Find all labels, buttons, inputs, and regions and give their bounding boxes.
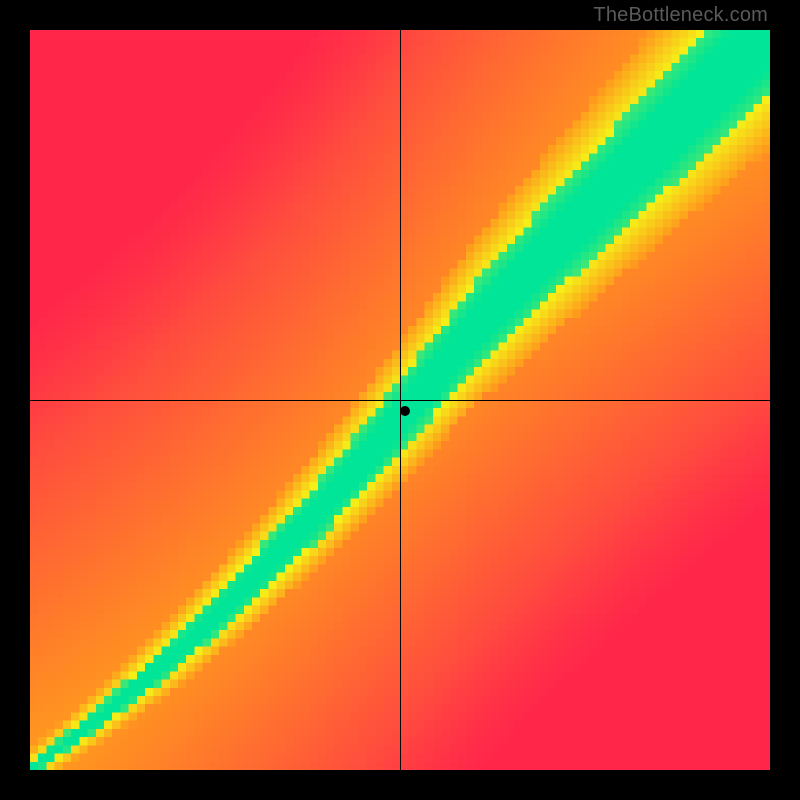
selection-marker[interactable] bbox=[400, 406, 410, 416]
crosshair-horizontal bbox=[30, 400, 770, 401]
attribution-text: TheBottleneck.com bbox=[593, 4, 768, 27]
heatmap-frame bbox=[30, 30, 770, 770]
